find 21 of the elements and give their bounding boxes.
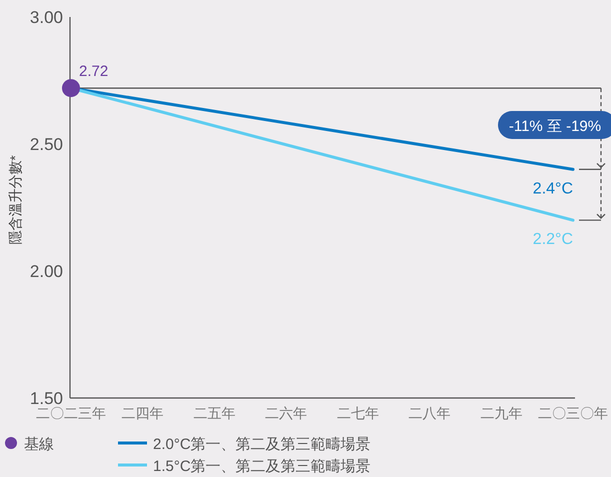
x-tick-label: 二六年: [265, 405, 308, 421]
x-tick-label: 二九年: [480, 405, 522, 421]
x-tick-label: 二〇三〇年: [538, 405, 608, 421]
x-tick-label: 二五年: [193, 405, 236, 421]
y-tick-label: 2.50: [30, 135, 63, 154]
x-tick-label: 二四年: [122, 405, 164, 421]
x-tick-label: 二八年: [408, 405, 451, 421]
y-tick-label: 1.50: [30, 389, 63, 408]
legend-label: 1.5°C第一、第二及第三範疇場景: [153, 458, 371, 475]
annotation: -11% 至 -19%: [498, 111, 611, 139]
y-axis-title: 隱含溫升分數*: [7, 154, 23, 245]
data-label: 2.2°C: [532, 231, 573, 248]
y-tick-label: 3.00: [30, 8, 63, 27]
data-label: 2.4°C: [532, 180, 573, 198]
legend-label: 基線: [24, 436, 54, 453]
y-tick-label: 2.00: [30, 262, 63, 281]
legend-label: 2.0°C第一、第二及第三範疇場景: [153, 436, 371, 453]
data-label: 2.72: [79, 63, 108, 80]
x-tick-label: 二〇二三年: [36, 405, 106, 421]
x-tick-label: 二七年: [336, 405, 379, 421]
annotation: -11% 至 -19%: [508, 118, 602, 135]
